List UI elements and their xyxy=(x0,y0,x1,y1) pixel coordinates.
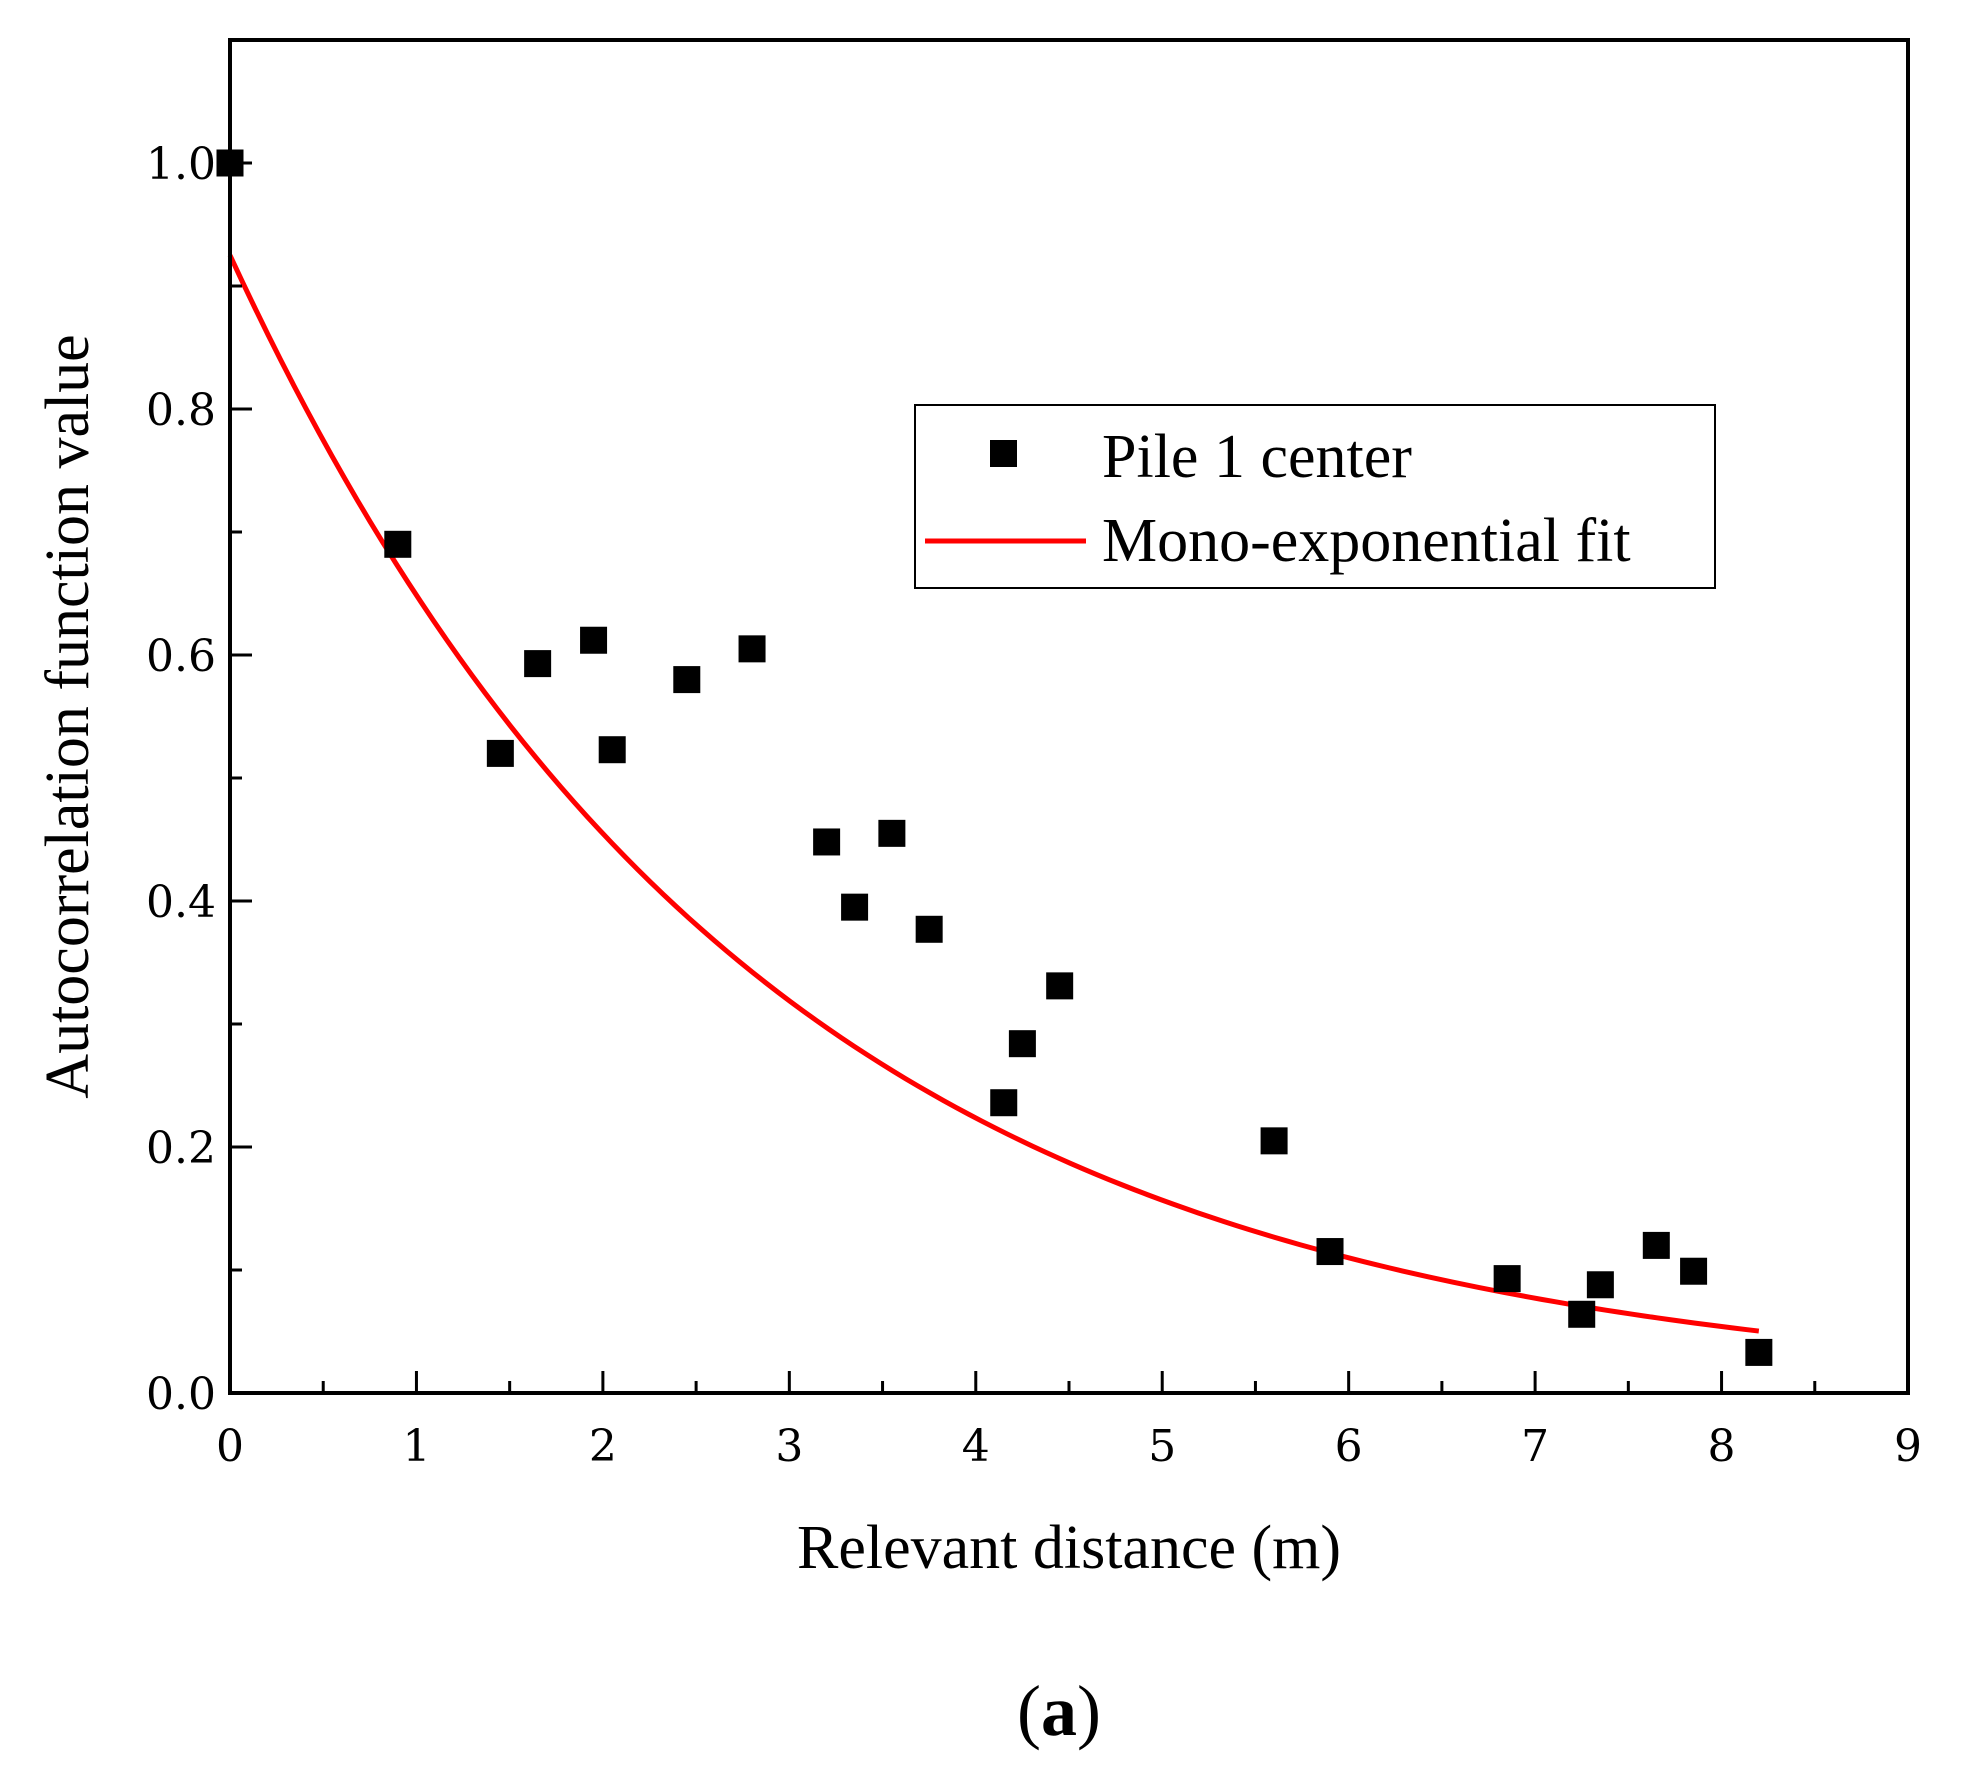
data-point xyxy=(1586,1271,1614,1299)
legend-scatter-marker xyxy=(990,440,1017,467)
y-tick-label: 0.4 xyxy=(146,877,216,928)
data-point xyxy=(1260,1127,1288,1155)
y-tick-label: 0.2 xyxy=(146,1123,216,1174)
data-point xyxy=(1642,1231,1670,1259)
data-point xyxy=(813,828,841,856)
x-axis-title: Relevant distance (m) xyxy=(797,1514,1341,1582)
data-point xyxy=(598,736,626,764)
legend: Pile 1 center Mono-exponential fit xyxy=(914,404,1716,589)
scatter-series xyxy=(216,149,1773,1366)
data-point xyxy=(990,1089,1018,1117)
caption-letter: a xyxy=(1041,1671,1077,1751)
y-tick-label: 0.0 xyxy=(146,1369,216,1420)
x-tick-label: 3 xyxy=(775,1421,803,1472)
data-point xyxy=(1493,1265,1521,1293)
data-point xyxy=(524,650,552,678)
data-point xyxy=(384,530,412,558)
data-point xyxy=(915,915,943,943)
fit-curve xyxy=(227,254,1760,1334)
plot-content xyxy=(216,149,1773,1366)
y-tick-label: 0.8 xyxy=(146,385,216,436)
data-point xyxy=(878,819,906,847)
data-point xyxy=(738,635,766,663)
data-point xyxy=(1046,972,1074,1000)
data-point xyxy=(673,666,701,694)
x-tick-label: 4 xyxy=(962,1421,990,1472)
data-point xyxy=(486,739,514,767)
caption-open-paren: ( xyxy=(1017,1671,1041,1751)
data-point xyxy=(1316,1238,1344,1266)
y-tick-label: 1.0 xyxy=(146,139,216,190)
x-tick-label: 6 xyxy=(1335,1421,1363,1472)
x-axis-ticks: 0 1 2 3 4 5 6 7 8 9 xyxy=(216,1371,1922,1472)
x-tick-label: 5 xyxy=(1148,1421,1176,1472)
data-point xyxy=(580,626,608,654)
legend-box xyxy=(914,404,1716,589)
y-axis-ticks: 0.0 0.2 0.4 0.6 0.8 1.0 xyxy=(146,38,252,1420)
y-tick-label: 0.6 xyxy=(146,631,216,682)
y-axis-title: Autocorrelation function value xyxy=(34,334,102,1098)
data-point xyxy=(1008,1030,1036,1058)
fit-series xyxy=(227,254,1760,1334)
x-tick-label: 1 xyxy=(402,1421,430,1472)
legend-label-fit: Mono-exponential fit xyxy=(1102,507,1631,575)
x-tick-label: 0 xyxy=(216,1421,244,1472)
caption-close-paren: ) xyxy=(1077,1671,1101,1751)
plot-frame xyxy=(228,38,1910,1395)
x-tick-label: 2 xyxy=(589,1421,617,1472)
figure-caption: (a) xyxy=(1017,1671,1101,1751)
x-tick-label: 7 xyxy=(1521,1421,1549,1472)
data-point xyxy=(1745,1338,1773,1366)
x-tick-label: 8 xyxy=(1708,1421,1736,1472)
legend-label-scatter: Pile 1 center xyxy=(1102,423,1412,491)
data-point xyxy=(1568,1300,1596,1328)
data-point xyxy=(1680,1257,1708,1285)
data-point xyxy=(841,893,869,921)
x-tick-label: 9 xyxy=(1894,1421,1922,1472)
